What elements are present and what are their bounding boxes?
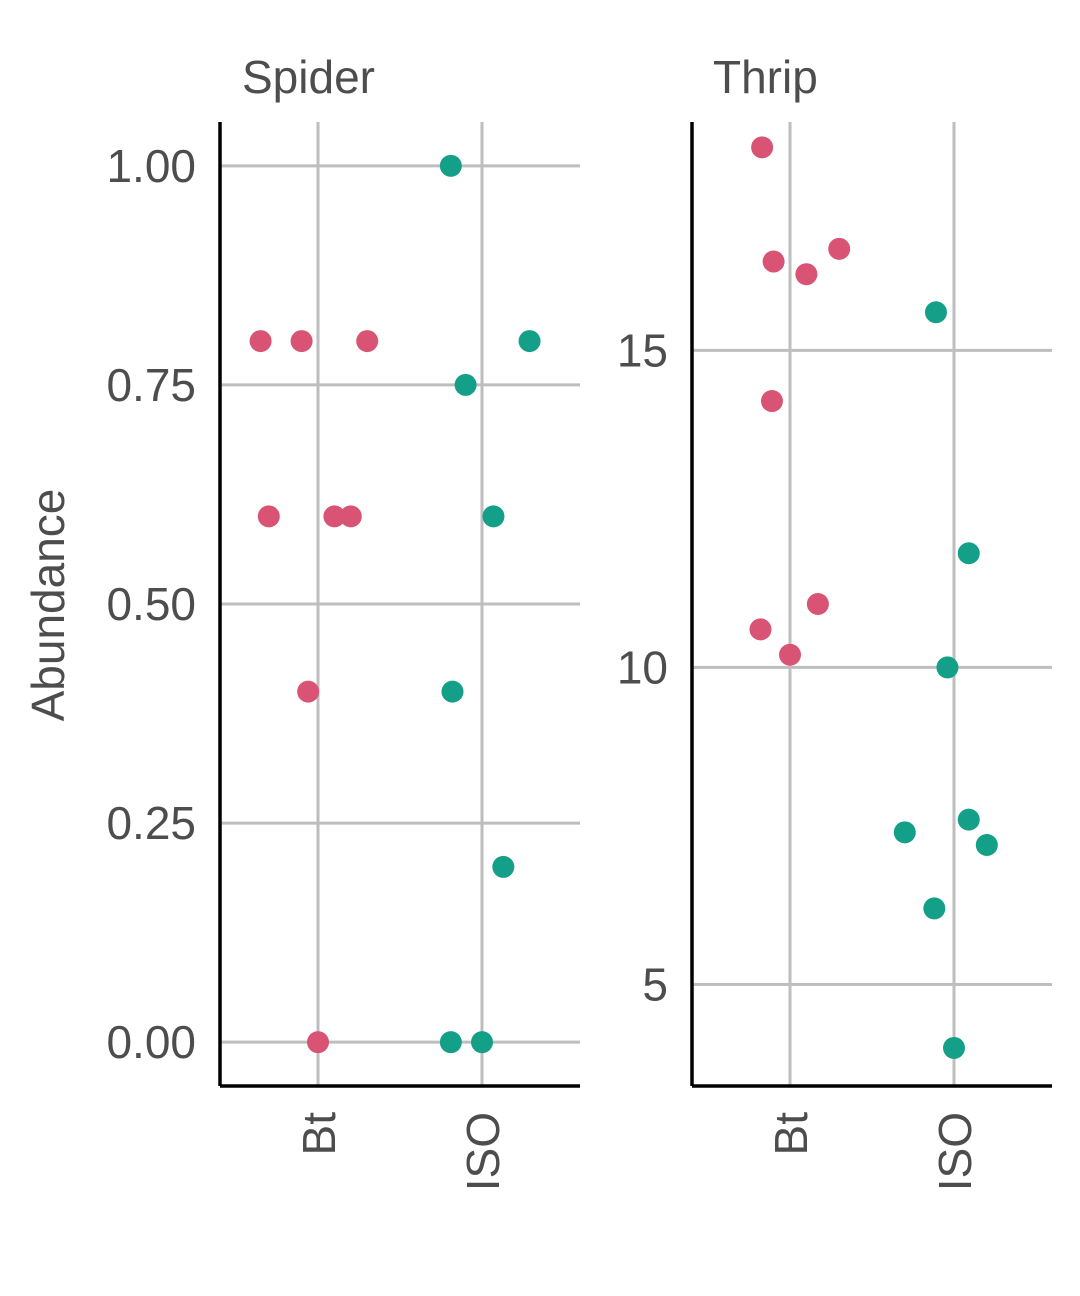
y-tick-label: 5 — [642, 959, 668, 1011]
panel-title: Thrip — [713, 51, 818, 103]
data-point — [806, 593, 829, 615]
data-point — [257, 505, 280, 528]
data-point — [339, 505, 362, 528]
data-point — [828, 237, 851, 260]
y-tick-label: 0.75 — [106, 359, 196, 411]
y-tick-label: 0.50 — [106, 578, 196, 630]
data-point — [323, 505, 346, 528]
y-tick-label: 0.00 — [106, 1016, 196, 1068]
panel-spider: 0.00 0.25 0.50 0.75 1.00 Bt ISO Spider — [106, 51, 580, 1191]
data-point — [454, 373, 477, 396]
y-axis-title: Abundance — [22, 489, 74, 722]
x-tick-label: ISO — [457, 1112, 509, 1191]
data-point — [307, 1031, 329, 1054]
data-point — [749, 618, 772, 641]
data-point — [779, 643, 801, 666]
y-tick-label: 15 — [617, 324, 668, 376]
data-point — [975, 834, 998, 856]
data-point — [762, 250, 785, 273]
data-point — [936, 656, 959, 679]
data-point — [943, 1036, 965, 1059]
data-point — [249, 330, 272, 353]
data-point — [492, 855, 515, 878]
data-point — [482, 505, 505, 528]
panel-thrip: 5 10 15 Bt ISO Thrip — [617, 51, 1052, 1191]
data-point — [760, 390, 783, 413]
data-point — [751, 136, 774, 159]
data-point — [893, 821, 916, 844]
data-point — [441, 680, 464, 703]
x-tick-label: Bt — [765, 1112, 817, 1156]
x-tick-label: ISO — [929, 1112, 981, 1191]
data-point — [923, 897, 946, 920]
data-point — [924, 301, 947, 324]
data-point — [518, 330, 541, 353]
data-point — [439, 154, 462, 177]
y-tick-label: 10 — [617, 641, 668, 693]
panels: 0.00 0.25 0.50 0.75 1.00 Bt ISO Spider 5 10 15 Bt IS… — [106, 51, 1052, 1191]
panel-title: Spider — [242, 51, 375, 103]
data-point — [957, 808, 980, 831]
y-tick-label: 0.25 — [106, 797, 196, 849]
data-point — [290, 330, 313, 353]
x-tick-label: Bt — [293, 1112, 345, 1156]
data-point — [356, 330, 379, 353]
data-point — [957, 542, 980, 565]
data-point — [297, 680, 320, 703]
y-tick-label: 1.00 — [106, 140, 196, 192]
data-point — [471, 1031, 493, 1054]
data-point — [439, 1031, 462, 1054]
data-point — [795, 263, 818, 286]
